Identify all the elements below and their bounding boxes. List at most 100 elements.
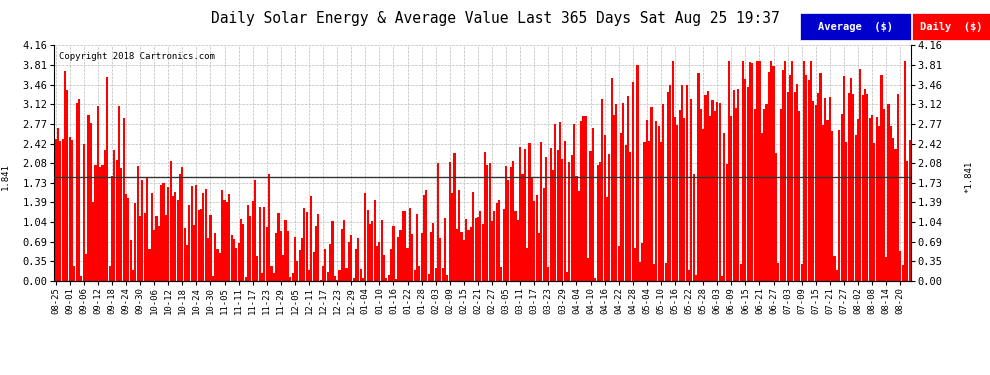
Bar (880, 75, 882, 281)
Bar (890, 126, 892, 281)
Bar (632, 82, 634, 281)
Bar (226, 202, 228, 281)
Bar (662, 104, 664, 281)
Bar (733, 90, 735, 281)
Bar (233, 239, 235, 281)
Bar (813, 101, 815, 281)
Bar (585, 116, 587, 281)
Bar (193, 225, 195, 281)
Bar (599, 162, 601, 281)
Bar (287, 231, 289, 281)
Bar (109, 266, 111, 281)
Bar (815, 105, 817, 281)
Bar (486, 165, 488, 281)
Text: 1.841: 1.841 (1, 163, 10, 190)
Bar (642, 243, 644, 281)
Bar (820, 73, 822, 281)
Bar (623, 103, 625, 281)
Bar (892, 138, 894, 281)
Bar (291, 273, 294, 281)
Bar (719, 103, 721, 281)
Bar (627, 96, 629, 281)
Bar (674, 117, 676, 281)
Bar (796, 84, 798, 281)
Bar (64, 71, 66, 281)
Bar (118, 106, 120, 281)
Bar (645, 120, 647, 281)
Bar (369, 224, 371, 281)
Bar (181, 167, 183, 281)
Bar (219, 253, 221, 281)
Bar (667, 92, 669, 281)
Bar (705, 95, 707, 281)
Bar (709, 116, 711, 281)
Bar (467, 230, 469, 281)
Bar (688, 270, 690, 281)
Bar (385, 278, 387, 281)
Bar (707, 91, 709, 281)
Bar (268, 174, 270, 281)
Bar (679, 110, 681, 281)
Bar (554, 124, 556, 281)
Bar (887, 104, 890, 281)
Bar (712, 100, 714, 281)
Bar (437, 163, 440, 281)
Bar (207, 238, 209, 281)
Bar (854, 135, 856, 281)
Bar (296, 261, 298, 281)
Bar (315, 226, 317, 281)
Bar (683, 118, 685, 281)
Bar (575, 176, 577, 281)
Bar (299, 250, 301, 281)
Bar (346, 268, 347, 281)
Bar (313, 252, 315, 281)
Bar (329, 244, 332, 281)
Bar (395, 279, 397, 281)
Text: Copyright 2018 Cartronics.com: Copyright 2018 Cartronics.com (58, 52, 215, 61)
Bar (479, 210, 481, 281)
Bar (749, 62, 751, 281)
Bar (238, 243, 240, 281)
Bar (805, 75, 808, 281)
Bar (613, 115, 615, 281)
Bar (341, 229, 343, 281)
Bar (142, 180, 144, 281)
Bar (909, 140, 911, 281)
Bar (728, 61, 730, 281)
Bar (148, 249, 150, 281)
Bar (731, 116, 733, 281)
Bar (128, 198, 130, 281)
Bar (552, 170, 554, 281)
Bar (690, 99, 692, 281)
Bar (445, 218, 446, 281)
Bar (251, 201, 253, 281)
Bar (563, 141, 566, 281)
Bar (681, 85, 683, 281)
Bar (275, 233, 277, 281)
Bar (639, 262, 641, 281)
Bar (322, 266, 324, 281)
Bar (167, 187, 169, 281)
Bar (589, 151, 592, 281)
Bar (113, 150, 115, 281)
Bar (740, 264, 742, 281)
Bar (85, 254, 87, 281)
Bar (423, 195, 425, 281)
Bar (176, 200, 178, 281)
Bar (404, 211, 406, 281)
Bar (625, 145, 627, 281)
Bar (822, 125, 824, 281)
Bar (433, 223, 435, 281)
Bar (212, 276, 214, 281)
Bar (310, 196, 313, 281)
Bar (834, 256, 836, 281)
Bar (899, 251, 901, 281)
Bar (294, 237, 296, 281)
Bar (493, 211, 495, 281)
Bar (373, 200, 376, 281)
Bar (165, 214, 167, 281)
Bar (174, 192, 176, 281)
Bar (772, 66, 774, 281)
Bar (582, 116, 584, 281)
Bar (334, 276, 336, 281)
